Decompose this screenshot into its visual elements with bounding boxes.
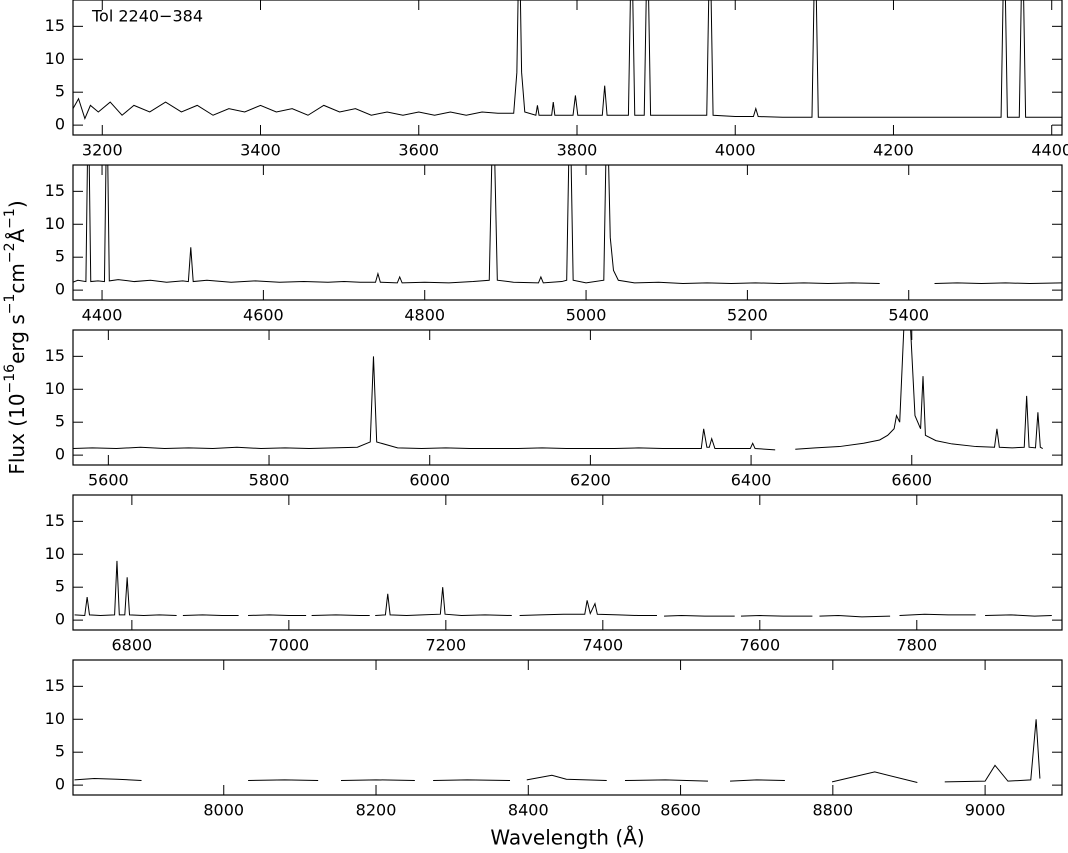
label-part: Å <box>5 228 29 242</box>
x-tick-label: 3200 <box>82 141 123 160</box>
y-tick-label: 0 <box>55 115 65 134</box>
x-tick-label: 4400 <box>1031 141 1068 160</box>
label-superscript: −1 <box>2 294 18 315</box>
label-part: ) <box>5 200 29 208</box>
x-tick-label: 7200 <box>425 636 466 655</box>
label-part: cm <box>5 263 29 293</box>
x-tick-label: 6000 <box>409 471 450 490</box>
x-tick-label: 8400 <box>508 801 549 820</box>
x-tick-label: 4600 <box>243 306 284 325</box>
panel-frame <box>72 329 1063 466</box>
spectrum-line <box>74 560 1052 618</box>
x-tick-label: 8800 <box>812 801 853 820</box>
x-tick-label: 4000 <box>715 141 756 160</box>
y-tick-label: 5 <box>55 742 65 761</box>
x-tick-label: 3400 <box>240 141 281 160</box>
y-tick-label: 0 <box>55 610 65 629</box>
y-tick-label: 15 <box>45 16 65 35</box>
x-tick-label: 7600 <box>739 636 780 655</box>
x-tick-label: 6600 <box>891 471 932 490</box>
y-tick-label: 0 <box>55 280 65 299</box>
panel: 3200 3400 3600 3800 4000 4200 4400 0 5 10 15 Tol 22… <box>45 0 1068 160</box>
x-tick-label: 5200 <box>727 306 768 325</box>
x-tick-label: 8200 <box>356 801 397 820</box>
y-tick-label: 10 <box>45 49 65 68</box>
x-tick-label: 9000 <box>965 801 1006 820</box>
y-tick-label: 15 <box>45 676 65 695</box>
label-part: erg s <box>5 314 29 364</box>
x-tick-label: 4800 <box>404 306 445 325</box>
label-superscript: −2 <box>2 242 18 263</box>
x-tick-label: 3800 <box>557 141 598 160</box>
y-tick-label: 15 <box>45 346 65 365</box>
y-tick-label: 5 <box>55 577 65 596</box>
x-tick-label: 4400 <box>82 306 123 325</box>
y-tick-label: 5 <box>55 412 65 431</box>
label-superscript: −16 <box>2 364 18 394</box>
y-tick-label: 15 <box>45 511 65 530</box>
panel-frame <box>72 164 1063 301</box>
x-tick-label: 5400 <box>888 306 929 325</box>
label-part: Flux (10 <box>5 393 29 474</box>
y-tick-label: 5 <box>55 247 65 266</box>
x-tick-label: 7000 <box>268 636 309 655</box>
spectrum-line <box>74 719 1041 783</box>
y-tick-label: 10 <box>45 214 65 233</box>
x-axis-label: Wavelength (Å) <box>490 826 644 850</box>
spectrum-line <box>73 330 1043 451</box>
panel: 6800 7000 7200 7400 7600 7800 0 5 10 15 <box>45 494 1063 655</box>
y-axis-label: Flux (10−16erg s−1cm−2Å−1) <box>2 200 29 474</box>
x-tick-label: 6200 <box>570 471 611 490</box>
panel-frame <box>72 494 1063 631</box>
panel-frame <box>72 659 1063 796</box>
x-tick-label: 5600 <box>88 471 129 490</box>
panel: 8000 8200 8400 8600 8800 9000 0 5 10 15 Wavelength… <box>45 659 1063 850</box>
y-tick-label: 10 <box>45 709 65 728</box>
x-tick-label: 8600 <box>660 801 701 820</box>
x-tick-label: 4200 <box>873 141 914 160</box>
annotation: Tol 2240−384 <box>91 7 203 26</box>
x-tick-label: 7800 <box>896 636 937 655</box>
y-tick-label: 0 <box>55 775 65 794</box>
panel: 4400 4600 4800 5000 5200 5400 0 5 10 15 <box>45 164 1063 325</box>
x-tick-label: 6400 <box>731 471 772 490</box>
x-tick-label: 3600 <box>398 141 439 160</box>
y-tick-label: 10 <box>45 379 65 398</box>
x-tick-label: 5000 <box>566 306 607 325</box>
y-tick-label: 0 <box>55 445 65 464</box>
y-tick-label: 10 <box>45 544 65 563</box>
x-tick-label: 6800 <box>112 636 153 655</box>
spectrum-line <box>73 165 1062 285</box>
x-tick-label: 8000 <box>203 801 244 820</box>
label-superscript: −1 <box>2 208 18 229</box>
x-tick-label: 5800 <box>249 471 290 490</box>
x-tick-label: 7400 <box>582 636 623 655</box>
y-tick-label: 5 <box>55 82 65 101</box>
y-tick-label: 15 <box>45 181 65 200</box>
panel-frame <box>72 0 1063 136</box>
spectrum-line <box>73 0 1062 120</box>
